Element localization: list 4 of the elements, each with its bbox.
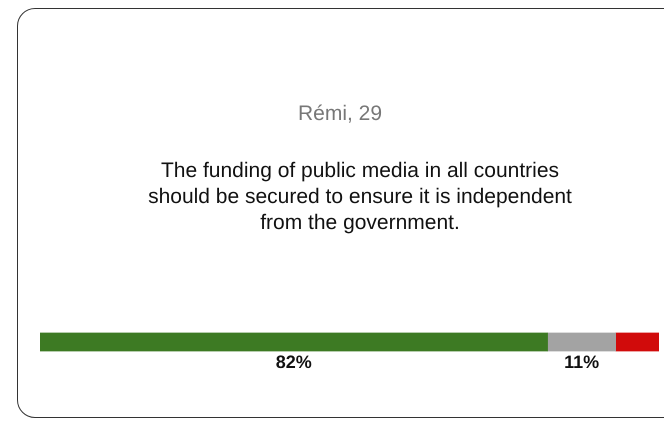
chart-subtitle: The funding of public media in all countries should be secured to ensure it is independent from the government. — [147, 158, 573, 236]
data-label: 82% — [276, 352, 312, 372]
data-label: 11% — [564, 352, 600, 372]
chart-title: Rémi, 29 — [296, 102, 384, 126]
